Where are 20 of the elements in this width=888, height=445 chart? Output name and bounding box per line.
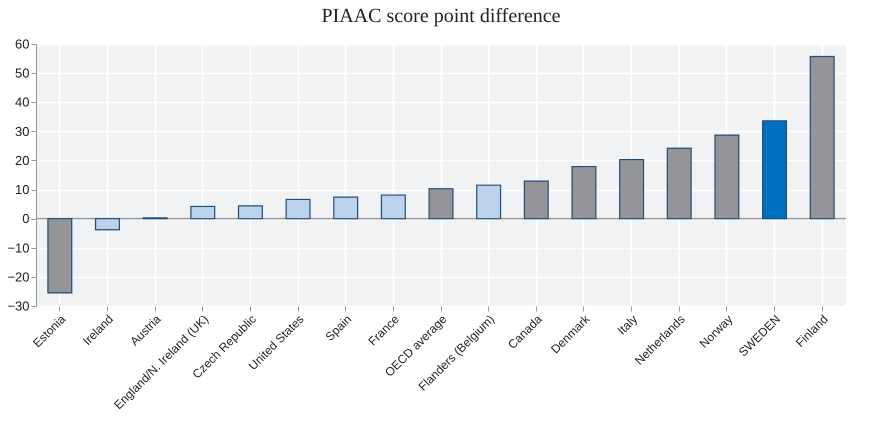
y-tick-label: 60 — [15, 36, 30, 52]
y-tick-label: 0 — [22, 211, 30, 226]
y-tick-label: −20 — [7, 269, 30, 284]
bar — [333, 196, 358, 220]
y-tick-label: 20 — [15, 152, 30, 168]
bar — [238, 205, 263, 220]
y-tick-label: 30 — [15, 124, 30, 139]
y-tick-label: −10 — [7, 240, 30, 256]
y-tick-label: −30 — [7, 298, 30, 314]
bar — [190, 206, 216, 220]
y-tick-label: 50 — [15, 66, 30, 81]
chart-title: PIAAC score point difference — [321, 5, 561, 27]
bar — [286, 198, 311, 220]
y-tick-label: 10 — [15, 182, 30, 198]
bar — [762, 120, 788, 220]
bar — [94, 218, 120, 230]
bar — [380, 194, 406, 220]
bar — [476, 184, 502, 220]
y-tick-label: 40 — [15, 94, 30, 110]
x-tick-label: Italy — [614, 312, 640, 338]
